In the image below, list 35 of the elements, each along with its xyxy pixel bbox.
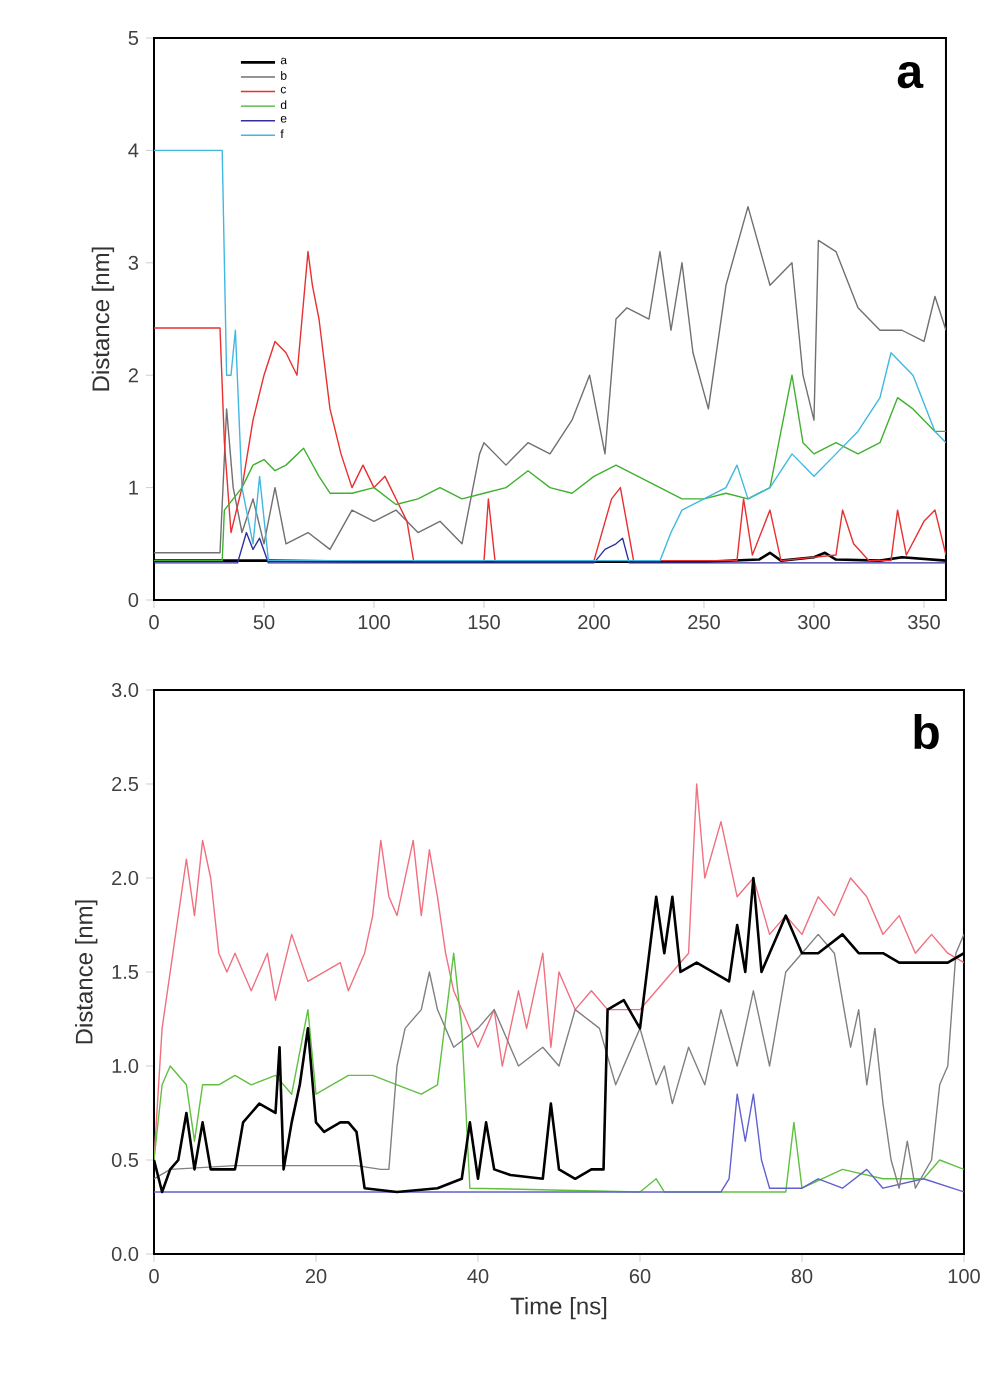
- y-tick-label: 3: [128, 255, 139, 270]
- y-tick-label: 1.5: [112, 965, 139, 979]
- line-series: [154, 149, 946, 562]
- line-series: [154, 374, 946, 562]
- line-series: [154, 531, 946, 564]
- y-tick-label: 1: [129, 480, 138, 495]
- y-tick-label: 2.0: [112, 870, 139, 886]
- x-tick-label: 250: [688, 615, 720, 630]
- x-tick-label: 80: [791, 1269, 813, 1284]
- x-tick-label: 150: [468, 615, 500, 630]
- y-tick-label: 2: [128, 368, 138, 383]
- x-tick-label: 20: [305, 1269, 327, 1284]
- x-tick-label: 0: [149, 615, 159, 630]
- y-tick-label: 1.0: [112, 1058, 139, 1074]
- y-tick-label: 2.5: [112, 776, 139, 792]
- x-tick-label: 60: [629, 1269, 651, 1284]
- x-tick-label: 300: [798, 615, 830, 630]
- chart-title: b: [914, 713, 939, 750]
- x-tick-label: 100: [948, 1269, 980, 1284]
- y-axis-title: Distance [nm]: [91, 247, 115, 391]
- y-tick-label: 0: [128, 592, 139, 608]
- y-tick-label: 0.5: [111, 1152, 139, 1168]
- x-tick-label: 350: [908, 615, 940, 630]
- x-tick-label: 40: [467, 1269, 489, 1284]
- y-tick-label: 3.0: [111, 682, 139, 698]
- y-axis-title: Distance [nm]: [75, 900, 98, 1044]
- x-tick-label: 200: [578, 615, 610, 630]
- x-tick-label: 100: [358, 615, 390, 630]
- x-tick-label: 0: [149, 1269, 159, 1284]
- y-tick-label: 5: [128, 31, 139, 45]
- x-tick-label: 50: [253, 615, 275, 630]
- y-tick-label: 0.0: [111, 1246, 139, 1262]
- x-axis-title: Time [ns]: [510, 1296, 607, 1320]
- y-tick-label: 4: [128, 143, 139, 158]
- chart-title: a: [897, 61, 924, 89]
